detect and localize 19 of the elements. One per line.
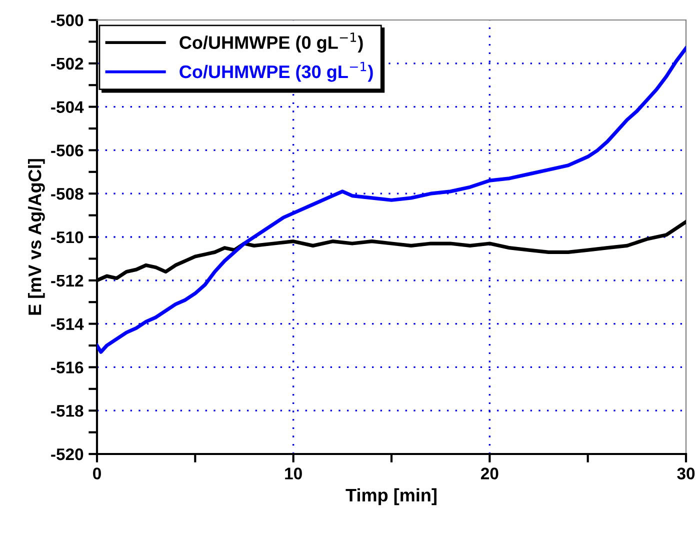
y-tick-label: -514: [51, 318, 84, 330]
y-tick-label: -516: [51, 362, 84, 374]
y-tick-label: -520: [51, 448, 84, 460]
legend-label: Co/UHMWPE (0 gL$^{−1}$): [180, 32, 363, 53]
y-tick-label: -500: [51, 14, 84, 26]
x-tick-label: 10: [285, 468, 302, 480]
y-tick-label: -506: [51, 144, 84, 156]
y-tick-label: -512: [51, 274, 84, 287]
x-tick-label: 30: [677, 468, 695, 480]
x-tick-label: 0: [93, 468, 101, 480]
legend-label: Co/UHMWPE (30 gL$^{−1}$): [180, 62, 373, 82]
y-tick-label: -510: [51, 231, 84, 244]
y-axis-title: E [mV vs Ag/AgCl]: [28, 159, 45, 315]
y-tick-label: -502: [51, 58, 84, 70]
x-tick-label: 20: [480, 468, 498, 480]
y-tick-label: -518: [51, 405, 84, 417]
x-axis-title: Timp [min]: [346, 488, 436, 506]
y-tick-label: -508: [51, 188, 84, 200]
y-tick-label: -504: [51, 101, 84, 114]
